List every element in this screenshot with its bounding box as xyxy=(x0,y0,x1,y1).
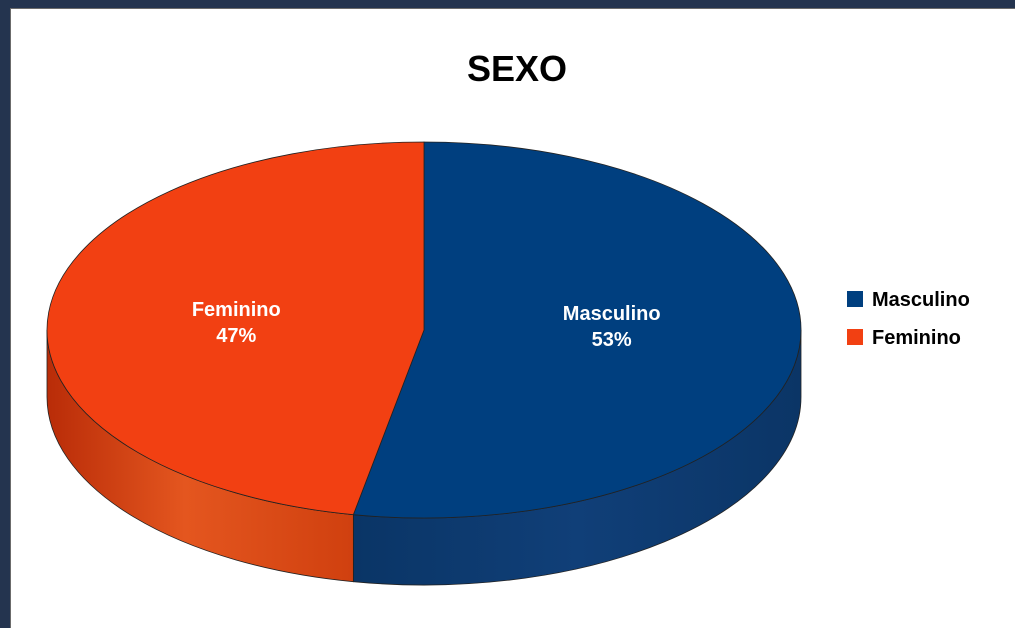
chart-title: SEXO xyxy=(467,48,567,89)
slice-label-name-masculino: Masculino xyxy=(563,303,661,325)
pie-tops xyxy=(46,141,802,519)
slice-label-value-masculino: 53% xyxy=(592,329,632,351)
legend-label-masculino: Masculino xyxy=(872,289,970,311)
legend-label-feminino: Feminino xyxy=(872,327,961,349)
pie-labels: Masculino 53% Feminino 47% xyxy=(192,299,661,351)
pie-slice-masculino xyxy=(352,141,802,519)
legend-swatch-masculino xyxy=(847,291,863,307)
pie-slice-feminino xyxy=(46,141,425,516)
slice-label-value-feminino: 47% xyxy=(216,325,256,347)
slice-label-name-feminino: Feminino xyxy=(192,299,281,321)
legend-swatch-feminino xyxy=(847,329,863,345)
legend: Masculino Feminino xyxy=(847,289,970,349)
